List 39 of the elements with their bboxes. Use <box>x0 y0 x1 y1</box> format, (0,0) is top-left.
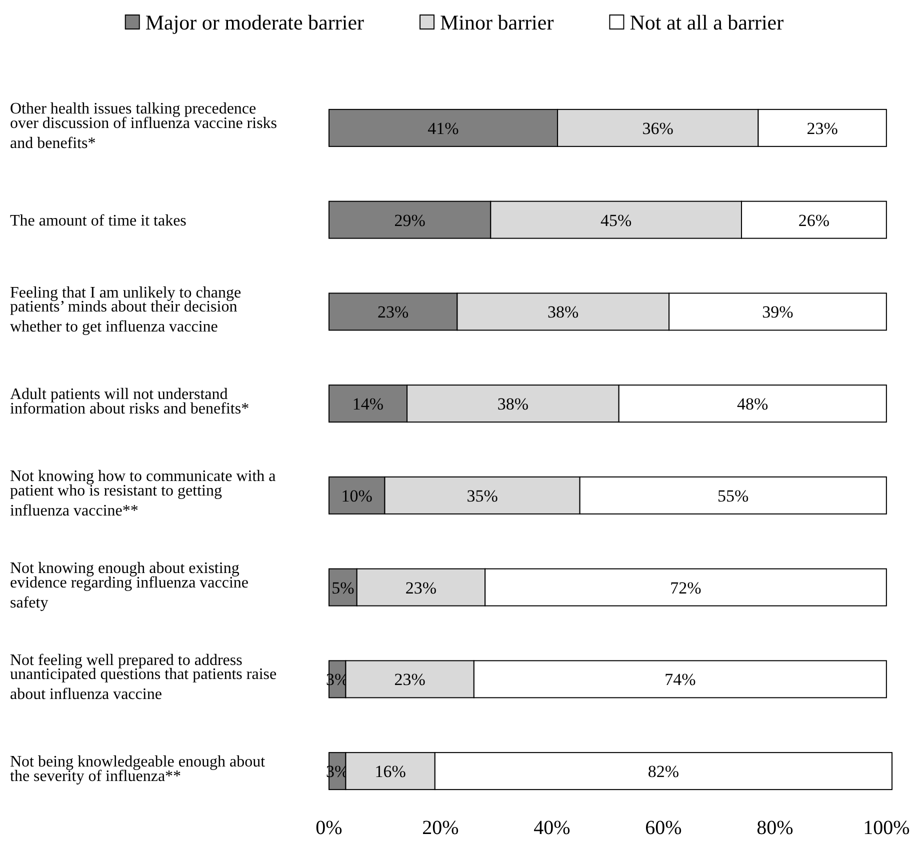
data-label: 23% <box>806 118 838 138</box>
y-tick-label: Other health issues talking precedence over discussion of influenza vaccine risks and benefits* <box>10 100 278 152</box>
data-label: 23% <box>394 670 426 690</box>
y-tick-label: Not feeling well prepared to address unanticipated questions that patients raise about influenza vaccine <box>10 652 277 704</box>
data-label: 16% <box>374 762 406 782</box>
data-label: 45% <box>600 210 632 230</box>
legend-label: Minor barrier <box>440 10 554 34</box>
y-tick-label: The amount of time it takes <box>10 212 186 230</box>
x-tick-label: 0% <box>316 817 342 839</box>
x-tick-label: 80% <box>756 817 794 839</box>
data-label: 5% <box>332 578 354 598</box>
data-label: 41% <box>428 118 459 138</box>
data-label: 29% <box>394 210 426 230</box>
legend-label: Not at all a barrier <box>630 10 784 34</box>
data-label: 72% <box>670 578 702 598</box>
y-tick-label: Not knowing how to communicate with a patient who is resistant to getting influenza vaccine** <box>10 468 276 520</box>
data-label: 38% <box>497 394 529 414</box>
x-tick-label: 40% <box>534 817 570 839</box>
y-tick-label: Adult patients will not understand information about risks and benefits* <box>10 386 250 418</box>
data-label: 23% <box>378 302 409 322</box>
x-tick-label: 60% <box>645 817 682 839</box>
data-label: 26% <box>798 210 830 230</box>
data-label: 35% <box>466 486 498 506</box>
legend-label: Major or moderate barrier <box>145 10 364 34</box>
data-label: 14% <box>352 394 384 414</box>
data-label: 74% <box>664 670 696 690</box>
y-tick-label: Feeling that I am unlikely to change patients’ minds about their decision whether to get influenza vaccine <box>10 284 242 336</box>
data-label: 38% <box>548 302 579 322</box>
data-label: 55% <box>718 486 749 506</box>
data-label: 48% <box>737 394 768 414</box>
data-label: 10% <box>341 486 372 506</box>
data-label: 39% <box>762 302 794 322</box>
x-tick-label: 20% <box>422 817 459 839</box>
data-label: 82% <box>648 762 680 782</box>
y-tick-label: Not knowing enough about existing evidence regarding influenza vaccine safety <box>10 560 249 612</box>
data-label: 23% <box>405 578 437 598</box>
x-tick-label: 100% <box>863 817 910 839</box>
data-label: 36% <box>642 118 674 138</box>
y-tick-label: Not being knowledgeable enough about the severity of influenza** <box>10 754 266 786</box>
